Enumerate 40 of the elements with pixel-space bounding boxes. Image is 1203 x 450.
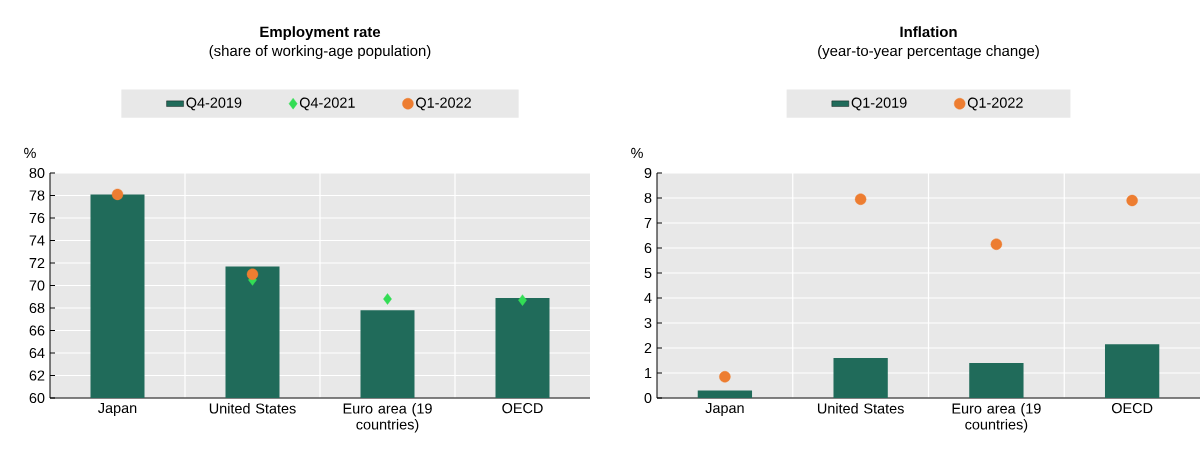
y-tick-label: 64	[29, 347, 45, 359]
y-tick-label: 5	[644, 267, 652, 279]
legend-label: Q4-2021	[299, 97, 355, 111]
x-tick-label: Japan	[705, 403, 744, 416]
y-tick-label: 62	[29, 370, 45, 381]
chart-title: Employment rate	[260, 26, 381, 41]
y-tick-label: 4	[644, 293, 652, 303]
y-axis-title: %	[24, 147, 36, 158]
y-tick-label: 2	[644, 342, 652, 354]
y-tick-label: 9	[644, 167, 652, 179]
x-tick-label: United States	[817, 403, 904, 414]
y-tick-label: 3	[644, 317, 652, 329]
chart-subtitle: (year-to-year percentage change)	[818, 45, 1039, 59]
x-tick-label: Euro area (19 countries)	[952, 403, 1041, 433]
y-tick-label: 7	[644, 218, 652, 228]
y-tick-label: 80	[29, 167, 45, 179]
x-tick-label: OECD	[1111, 403, 1153, 414]
legend-label: Q1-2022	[967, 97, 1023, 111]
chart-subtitle: (share of working-age population)	[209, 45, 431, 59]
legend-label: Q1-2022	[416, 97, 471, 111]
y-tick-label: 74	[29, 235, 45, 246]
y-tick-label: 76	[29, 212, 45, 224]
y-tick-label: 6	[644, 242, 652, 254]
y-tick-label: 72	[29, 257, 45, 269]
y-axis-title: %	[631, 147, 643, 158]
x-tick-label: United States	[209, 403, 296, 414]
x-tick-label: Japan	[98, 403, 137, 416]
y-tick-label: 8	[644, 192, 652, 204]
y-tick-label: 0	[644, 392, 652, 404]
y-tick-label: 68	[29, 302, 45, 314]
x-tick-label: Euro area (19 countries)	[343, 403, 432, 433]
legend-label: Q1-2019	[851, 97, 907, 111]
y-tick-label: 66	[29, 325, 45, 336]
y-tick-label: 1	[645, 368, 652, 378]
legend-label: Q4-2019	[186, 97, 242, 111]
chart-title: Inflation	[900, 26, 957, 38]
y-tick-label: 78	[29, 190, 45, 201]
x-tick-label: OECD	[502, 403, 543, 414]
y-tick-label: 60	[29, 392, 45, 404]
y-tick-label: 70	[29, 280, 45, 291]
